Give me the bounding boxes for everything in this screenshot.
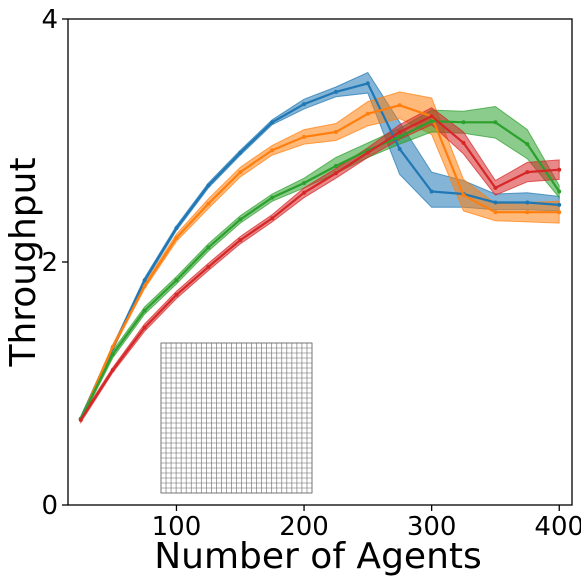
point-series-3 <box>397 134 402 139</box>
point-series-4 <box>110 368 115 373</box>
line-series-3 <box>79 119 561 420</box>
point-series-4 <box>397 130 402 134</box>
point-series-3 <box>270 195 275 200</box>
band-series-4 <box>80 107 560 425</box>
point-series-3 <box>493 120 498 125</box>
band-series-3 <box>80 105 560 422</box>
point-series-4 <box>461 140 466 145</box>
y-tick-label: 0 <box>41 491 58 521</box>
point-series-2 <box>493 210 498 215</box>
point-series-3 <box>142 308 147 313</box>
point-series-2 <box>238 170 243 175</box>
point-series-1 <box>206 183 211 188</box>
point-series-4 <box>365 150 370 155</box>
point-series-3 <box>461 120 466 125</box>
point-series-1 <box>270 120 275 125</box>
point-series-1 <box>333 89 338 94</box>
point-series-4 <box>206 264 211 269</box>
point-series-4 <box>525 170 530 175</box>
point-series-1 <box>238 150 243 155</box>
point-series-4 <box>302 190 307 195</box>
x-axis-title: Number of Agents <box>154 536 482 577</box>
point-series-4 <box>333 171 338 176</box>
confidence-bands <box>80 71 560 425</box>
x-tick-label: 100 <box>152 512 202 542</box>
point-series-2 <box>461 193 466 198</box>
point-series-2 <box>397 103 402 108</box>
x-axis-ticks: 100 200 300 400 <box>152 505 581 542</box>
point-series-2 <box>110 345 115 349</box>
point-series-3 <box>174 278 179 283</box>
grid-map-inset <box>160 342 313 494</box>
point-series-3 <box>429 119 434 124</box>
point-series-2 <box>142 284 147 289</box>
y-axis-ticks: 0 2 4 <box>41 5 68 521</box>
band-series-2 <box>80 91 560 423</box>
point-series-2 <box>270 148 275 153</box>
x-tick-label: 300 <box>407 512 457 542</box>
point-series-2 <box>302 134 307 139</box>
point-series-4 <box>78 417 83 422</box>
point-series-1 <box>397 147 402 151</box>
point-series-1 <box>493 200 498 205</box>
grid-map-lines <box>161 343 312 493</box>
point-series-2 <box>174 235 179 240</box>
point-series-4 <box>429 114 434 119</box>
y-axis-title: Throughput <box>3 157 44 367</box>
point-series-4 <box>493 185 498 190</box>
point-series-1 <box>142 278 147 283</box>
point-series-2 <box>206 201 211 206</box>
x-tick-label: 400 <box>534 512 581 542</box>
point-series-1 <box>174 226 179 230</box>
point-series-1 <box>525 200 530 205</box>
plot-frame <box>67 18 573 506</box>
point-series-2 <box>525 210 530 215</box>
point-series-4 <box>557 167 562 172</box>
point-series-3 <box>110 352 115 357</box>
point-series-2 <box>557 210 562 215</box>
line-series-1 <box>79 82 560 420</box>
point-series-3 <box>557 189 562 194</box>
y-tick-label: 2 <box>41 248 58 278</box>
line-series-2 <box>79 104 560 421</box>
point-series-2 <box>333 130 338 134</box>
line-series-4 <box>79 114 560 421</box>
point-series-2 <box>365 111 370 116</box>
point-series-4 <box>238 238 243 243</box>
point-series-1 <box>302 102 307 107</box>
point-series-3 <box>206 245 211 250</box>
point-series-3 <box>238 217 243 222</box>
point-series-4 <box>174 292 179 297</box>
x-tick-label: 200 <box>279 512 329 542</box>
point-series-1 <box>365 81 370 86</box>
point-series-4 <box>142 325 147 330</box>
point-series-3 <box>525 142 530 147</box>
y-tick-label: 4 <box>41 5 58 35</box>
point-series-1 <box>429 189 434 194</box>
point-series-1 <box>557 202 562 207</box>
point-series-4 <box>270 216 275 221</box>
series-lines <box>78 81 562 422</box>
point-series-3 <box>302 181 307 185</box>
point-series-3 <box>333 164 338 168</box>
